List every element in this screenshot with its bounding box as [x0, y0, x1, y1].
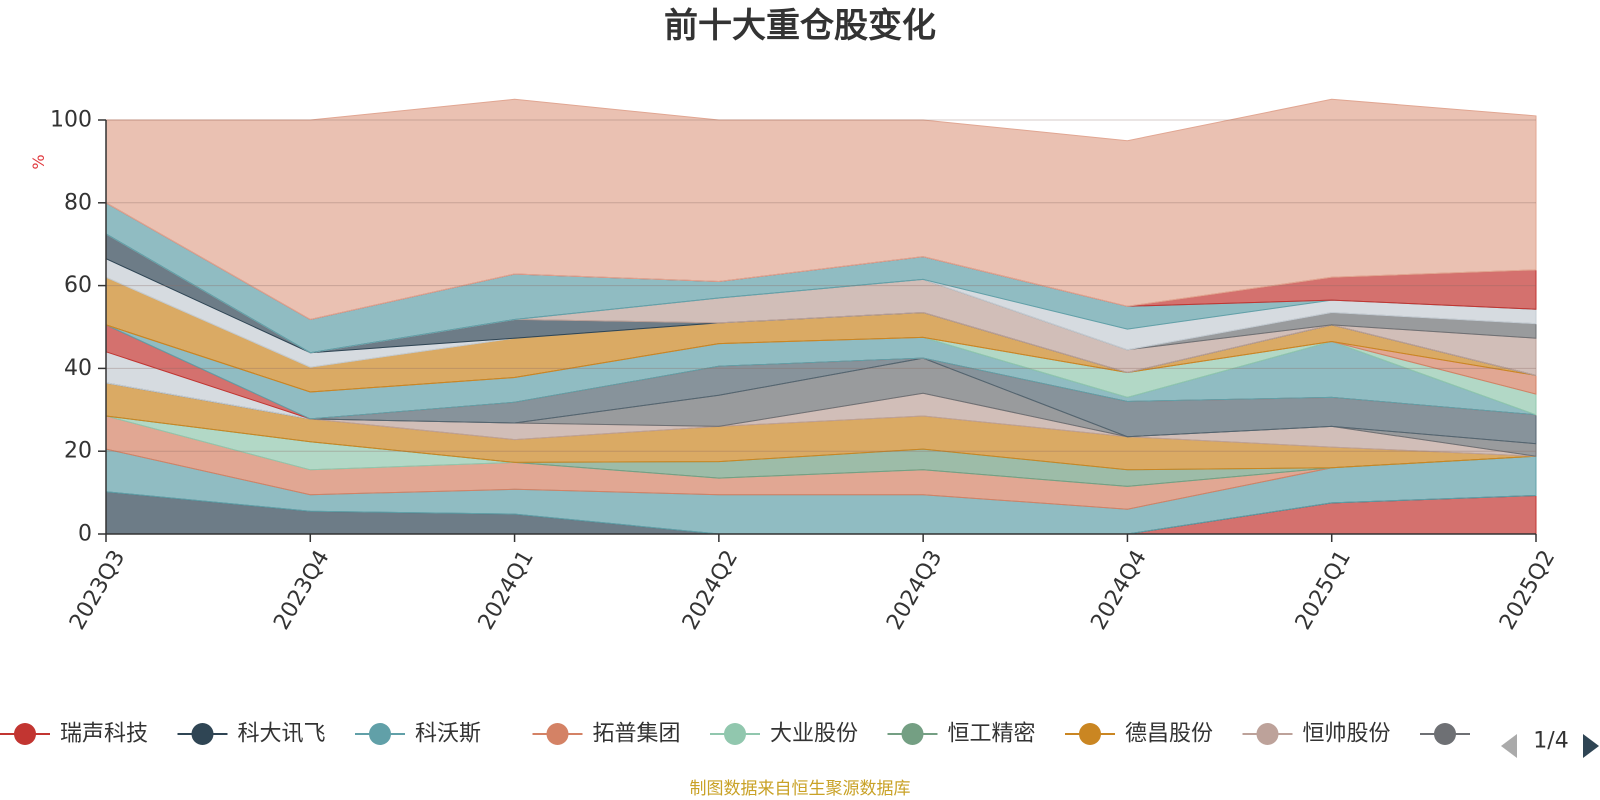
legend-item[interactable]: 科大讯飞 [177, 722, 326, 747]
legend-prev-arrow-icon[interactable] [1501, 734, 1517, 758]
legend-marker-icon [901, 723, 924, 745]
x-tick-label: 2023Q3 [65, 546, 130, 634]
legend-marker-icon [1434, 723, 1456, 745]
y-tick-group: 0 20 40 60 80 100 [50, 108, 106, 547]
y-tick-label: 60 [64, 273, 92, 298]
grid-lines [106, 119, 1536, 452]
legend-label: 拓普集团 [593, 722, 681, 747]
legend-marker-icon [724, 723, 746, 745]
x-tick-label: 2023Q4 [269, 546, 334, 634]
legend-label: 德昌股份 [1125, 722, 1213, 747]
x-tick-label: 2024Q2 [678, 546, 743, 634]
legend-item[interactable]: 大业股份 [710, 722, 858, 747]
legend-label: 瑞声科技 [60, 722, 148, 747]
legend-marker-icon [546, 723, 569, 745]
y-tick-label: 80 [64, 190, 92, 215]
legend-marker-icon [1079, 723, 1101, 745]
y-tick-label: 100 [50, 108, 92, 133]
legend-item[interactable]: 北特科技 [1420, 722, 1568, 747]
legend-label: 大业股份 [770, 722, 858, 747]
x-tick-label: 2025Q1 [1291, 546, 1356, 634]
legend-pager[interactable]: 1/4 [1501, 729, 1599, 759]
legend-item[interactable]: 恒帅股份 [1242, 722, 1391, 747]
legend-item[interactable]: 德昌股份 [1065, 722, 1213, 747]
area-series-23[interactable] [105, 98, 1537, 321]
legend-marker-icon [369, 723, 391, 745]
chart-title: 前十大重仓股变化 [664, 6, 936, 46]
legend-page-indicator: 1/4 [1533, 729, 1568, 754]
legend[interactable]: 瑞声科技 科大讯飞 科沃斯 拓普集团 大业股份 恒工精密 德昌股份 恒帅股份 北特科技 [0, 722, 1568, 747]
legend-label: 科大讯飞 [238, 722, 326, 747]
x-tick-label: 2024Q4 [1086, 546, 1151, 634]
legend-marker-icon [1256, 723, 1279, 745]
legend-item[interactable]: 恒工精密 [887, 722, 1036, 747]
legend-next-arrow-icon[interactable] [1583, 734, 1599, 758]
source-note: 制图数据来自恒生聚源数据库 [689, 779, 911, 799]
legend-label: 恒帅股份 [1303, 722, 1391, 747]
y-tick-label: 40 [64, 356, 92, 381]
legend-item[interactable]: 拓普集团 [532, 722, 681, 747]
legend-label: 恒工精密 [948, 722, 1036, 747]
y-tick-label: 0 [78, 522, 92, 547]
y-axis-unit-label: % [29, 154, 48, 169]
x-tick-label: 2024Q3 [882, 546, 947, 634]
legend-item[interactable]: 瑞声科技 [0, 722, 148, 747]
axes [105, 120, 1536, 535]
legend-item[interactable]: 科沃斯 [355, 722, 481, 747]
x-tick-label: 2025Q2 [1495, 546, 1560, 634]
legend-marker-icon [14, 723, 36, 745]
x-tick-label: 2024Q1 [474, 546, 539, 634]
x-tick-group: 2023Q3 2023Q4 2024Q1 2024Q2 2024Q3 2024Q4 2025… [65, 534, 1560, 634]
legend-marker-icon [191, 723, 214, 745]
area-series-group [105, 98, 1537, 535]
y-tick-label: 20 [64, 439, 92, 464]
legend-label: 科沃斯 [415, 722, 481, 747]
